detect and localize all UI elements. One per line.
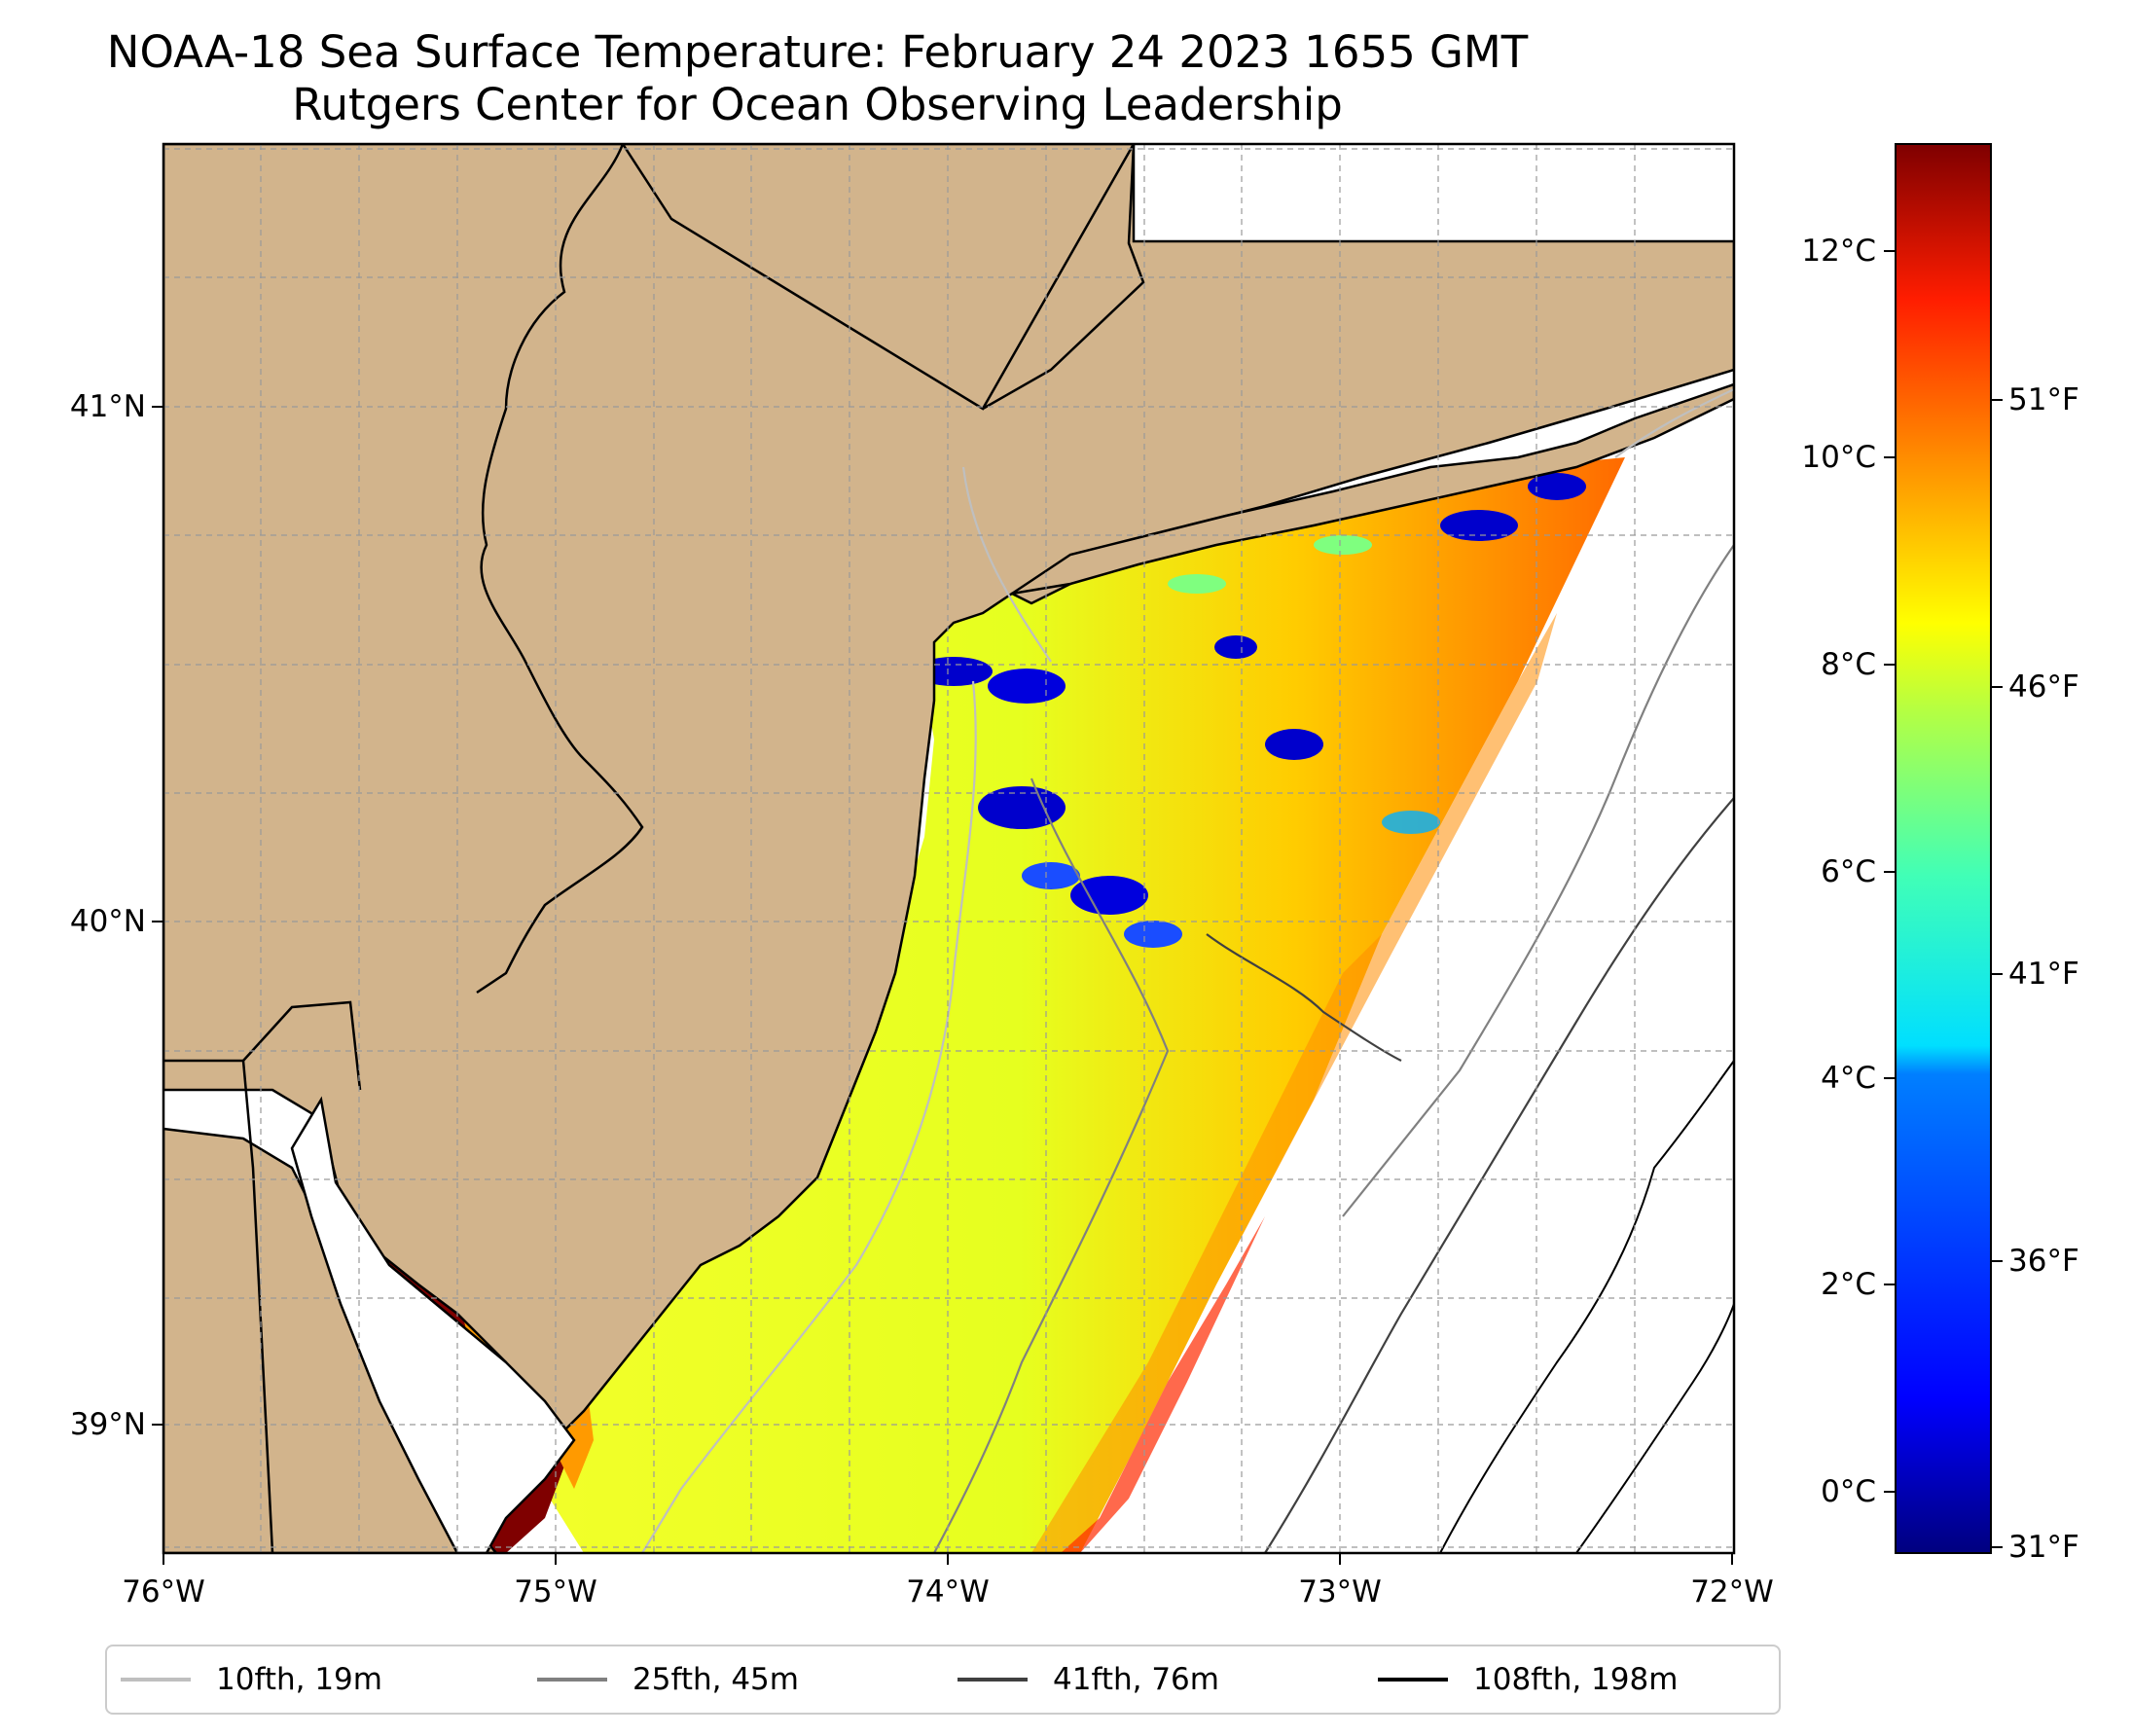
y-tick-40n: 40°N xyxy=(69,904,146,939)
y-tick-41n: 41°N xyxy=(69,389,146,424)
land-long-island xyxy=(1011,382,1734,596)
map-area xyxy=(163,144,1734,1553)
colorbar-ticks xyxy=(1884,250,2003,1548)
legend-swatch-10fth xyxy=(121,1678,191,1682)
delaware-bay-water xyxy=(290,1096,576,1553)
legend-entry-41fth: 41fth, 76m xyxy=(958,1646,1219,1713)
contour-41fth xyxy=(1264,797,1734,1553)
bathymetry-contours xyxy=(641,388,1734,1553)
legend-entry-108fth: 108fth, 198m xyxy=(1378,1646,1678,1713)
contour-41fth-b xyxy=(1206,933,1402,1062)
x-tick-72w: 72°W xyxy=(1690,1574,1774,1609)
legend-entry-10fth: 10fth, 19m xyxy=(121,1646,382,1713)
contour-108fth-b xyxy=(1575,1303,1734,1553)
colorbar-f-31: 31°F xyxy=(2008,1530,2079,1565)
contour-10fth-c xyxy=(1614,388,1734,458)
x-tick-75w: 75°W xyxy=(514,1574,597,1609)
colorbar-f-36: 36°F xyxy=(2008,1244,2079,1279)
sst-swath-ocean xyxy=(525,457,1625,1553)
legend-swatch-41fth xyxy=(958,1678,1028,1682)
colorbar-c-0: 0°C xyxy=(1821,1474,1876,1509)
legend-entry-25fth: 25fth, 45m xyxy=(537,1646,799,1713)
colorbar-c-10: 10°C xyxy=(1801,440,1876,475)
sst-cold-patches xyxy=(915,473,1586,948)
colorbar-c-4: 4°C xyxy=(1821,1061,1876,1096)
x-tick-76w: 76°W xyxy=(122,1574,205,1609)
legend-label-108fth: 108fth, 198m xyxy=(1473,1662,1679,1697)
contour-25fth xyxy=(933,778,1170,1553)
axis-ticks xyxy=(152,406,1733,1565)
legend-label-41fth: 41fth, 76m xyxy=(1053,1662,1219,1697)
map-title: NOAA-18 Sea Surface Temperature: Februar… xyxy=(106,26,1529,78)
legend-label-10fth: 10fth, 19m xyxy=(216,1662,382,1697)
x-tick-74w: 74°W xyxy=(906,1574,990,1609)
colorbar-c-6: 6°C xyxy=(1821,854,1876,889)
colorbar-f-41: 41°F xyxy=(2008,957,2079,992)
colorbar xyxy=(1895,143,1992,1554)
legend-swatch-25fth xyxy=(537,1678,607,1682)
contour-108fth xyxy=(1439,1060,1734,1553)
colorbar-c-12: 12°C xyxy=(1801,234,1876,269)
legend-swatch-108fth xyxy=(1378,1678,1448,1682)
sst-warm-band xyxy=(1031,613,1557,1553)
contour-25fth-b xyxy=(1342,544,1734,1217)
depth-contour-legend: 10fth, 19m 25fth, 45m 41fth, 76m 108fth,… xyxy=(105,1645,1781,1715)
legend-label-25fth: 25fth, 45m xyxy=(632,1662,799,1697)
map-subtitle: Rutgers Center for Ocean Observing Leade… xyxy=(292,79,1343,130)
contour-10fth xyxy=(641,680,977,1553)
state-boundaries xyxy=(163,144,1145,1553)
x-tick-73w: 73°W xyxy=(1298,1574,1382,1609)
colorbar-f-51: 51°F xyxy=(2008,382,2079,417)
colorbar-f-46: 46°F xyxy=(2008,669,2079,705)
y-tick-39n: 39°N xyxy=(69,1407,146,1442)
contour-10fth-b xyxy=(961,466,1052,663)
grid-lines xyxy=(163,144,1734,1553)
colorbar-c-2: 2°C xyxy=(1821,1267,1876,1302)
colorbar-c-8: 8°C xyxy=(1821,647,1876,682)
